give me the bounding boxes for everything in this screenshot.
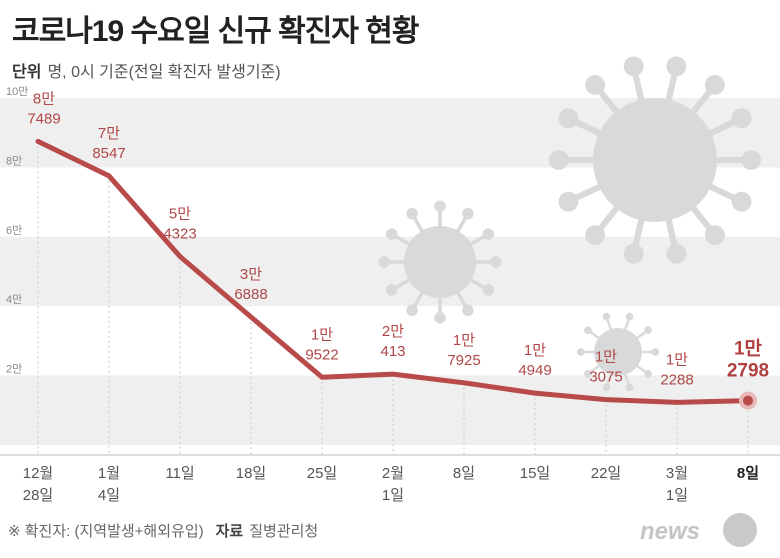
data-label: 1만 3075 [589,349,622,386]
unit-label: 단위 [12,64,42,81]
data-label: 1만 2288 [660,351,693,388]
x-tick-label: 2월 1일 [382,465,404,504]
x-tick-label: 22일 [591,465,622,482]
x-tick-label: 18일 [236,465,267,482]
unit-note: 단위 명, 0시 기준(전일 확진자 발생기준) [12,58,281,82]
unit-text: 명, 0시 기준(전일 확진자 발생기준) [47,64,281,81]
series-line [35,138,751,405]
chart-title: 코로나19 수요일 신규 확진자 현황 [12,15,420,48]
y-tick-label: 2만 [6,363,22,376]
data-label: 8만 7489 [27,90,60,127]
data-label: 1만 9522 [305,326,338,363]
data-label: 7만 8547 [92,125,125,162]
y-tick-label: 6만 [6,224,22,237]
news1-logo: news [640,513,757,547]
x-tick-label: 8일 [453,465,475,482]
source-label: 자료 [215,523,244,540]
virus-icon [576,312,660,392]
x-tick-label: 1월 4일 [98,465,120,504]
grid-band [0,236,780,307]
source-name: 질병관리청 [249,523,319,540]
grid-band [0,375,780,445]
data-label: 2만 413 [380,323,405,360]
x-tick-label: 3월 1일 [666,465,688,504]
confirmed-definition: ※ 확진자: (지역발생+해외유입) [8,523,204,540]
x-tick-label: 12월 28일 [23,465,54,504]
virus-illustrations [378,56,762,392]
y-tick-label: 8만 [6,154,22,167]
x-tick-label: 15일 [520,465,551,482]
data-label: 1만 4949 [518,342,551,379]
data-label: 1만 7925 [447,332,480,369]
footer-note: ※ 확진자: (지역발생+해외유입) 자료 질병관리청 [8,520,318,541]
logo-circle-icon [723,513,757,547]
virus-icon [378,200,502,324]
data-point [743,395,753,406]
virus-icon [548,56,762,264]
x-tick-label: 8일 [737,465,759,482]
data-label: 5만 4323 [163,205,196,242]
logo-text: news [640,518,700,545]
data-label: 3만 6888 [234,266,267,303]
x-tick-label: 25일 [307,465,338,482]
y-tick-label: 10만 [6,85,28,98]
data-label: 1만 2798 [727,338,769,382]
x-tick-label: 11일 [165,465,194,482]
y-tick-label: 4만 [6,293,22,306]
